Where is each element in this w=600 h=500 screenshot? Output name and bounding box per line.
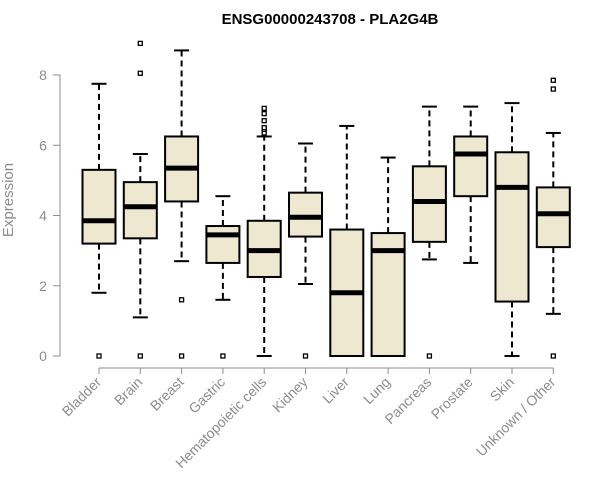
box-hematopoietic-cells — [246, 105, 282, 357]
outlier-point — [261, 105, 267, 112]
x-tick-label: Liver — [319, 374, 352, 407]
box-gastric — [205, 195, 241, 359]
x-tick-label: Brain — [111, 374, 145, 408]
box-kidney — [288, 142, 323, 359]
iqr-box — [288, 191, 323, 238]
iqr-box — [81, 168, 117, 245]
iqr-box — [494, 151, 530, 303]
x-tick-label: Prostate — [428, 374, 476, 422]
y-tick-label: 2 — [39, 278, 47, 294]
iqr-box — [122, 181, 158, 240]
x-tick-label: Kidney — [269, 374, 311, 416]
x-tick-label: Breast — [147, 374, 187, 414]
box-liver — [329, 124, 365, 357]
outlier-point — [550, 86, 556, 92]
iqr-box — [205, 225, 241, 264]
outlier-point — [178, 353, 185, 359]
outlier-point — [261, 110, 267, 117]
box-pancreas — [411, 105, 447, 359]
x-tick-label: Lung — [360, 374, 393, 407]
outlier-point — [261, 118, 267, 124]
box-breast — [164, 49, 200, 359]
outlier-point — [550, 353, 556, 359]
box-series — [81, 40, 571, 359]
box-bladder — [81, 82, 117, 359]
outlier-point — [137, 353, 143, 359]
chart-title: ENSG00000243708 - PLA2G4B — [222, 11, 439, 28]
outlier-point — [96, 353, 102, 359]
y-tick-label: 8 — [39, 67, 47, 83]
iqr-box — [535, 186, 571, 249]
outlier-point — [220, 353, 226, 359]
box-skin — [494, 102, 530, 357]
box-unknown-other — [535, 77, 571, 359]
box-brain — [122, 40, 158, 359]
iqr-box — [370, 232, 406, 357]
outlier-point — [426, 353, 433, 359]
outlier-point — [137, 40, 143, 47]
iqr-box — [411, 165, 447, 243]
outlier-point — [178, 297, 185, 303]
outlier-point — [261, 125, 267, 131]
y-tick-label: 6 — [39, 137, 47, 153]
y-tick-label: 0 — [39, 348, 47, 364]
box-lung — [370, 156, 406, 357]
y-axis-label: Expression — [0, 163, 17, 237]
x-tick-label: Skin — [487, 374, 518, 405]
x-tick-label: Bladder — [59, 374, 105, 420]
iqr-box — [453, 135, 489, 198]
box-prostate — [453, 105, 489, 264]
outlier-point — [550, 77, 556, 83]
y-tick-label: 4 — [39, 208, 47, 224]
outlier-point — [137, 70, 143, 76]
outlier-point — [302, 353, 309, 359]
y-axis: 0 2 4 6 8 — [39, 67, 61, 364]
